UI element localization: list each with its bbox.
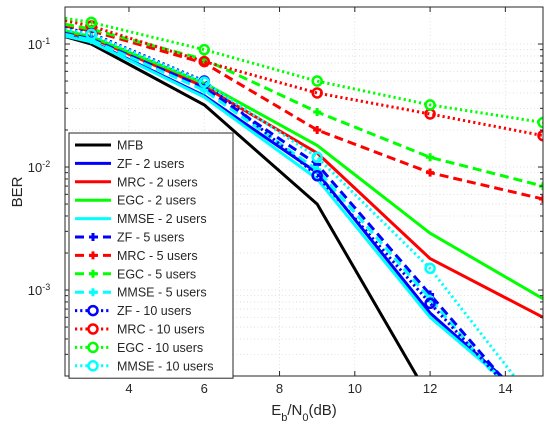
- legend-item: EGC - 10 users: [75, 341, 203, 355]
- data-point: [539, 421, 547, 429]
- legend-label: ZF - 2 users: [117, 157, 184, 171]
- data-point: [313, 108, 322, 117]
- legend: MFB ZF - 2 users MRC - 2 users EGC - 2 user…: [68, 132, 234, 379]
- series-4: [65, 34, 502, 376]
- data-point: [424, 297, 436, 310]
- legend-item: EGC - 2 users: [75, 194, 196, 208]
- legend-item: EGC - 5 users: [75, 267, 196, 281]
- legend-label: ZF - 5 users: [117, 231, 184, 245]
- legend-item: MRC - 2 users: [75, 175, 198, 189]
- data-point: [424, 99, 436, 111]
- x-axis-label-tail: (dB): [308, 402, 336, 419]
- plot-frame: [64, 6, 544, 377]
- legend-item: MMSE - 10 users: [75, 359, 214, 373]
- legend-item: ZF - 10 users: [75, 304, 191, 318]
- data-point: [311, 169, 323, 182]
- data-point: [424, 262, 436, 275]
- data-point: [311, 87, 323, 99]
- legend-item: ZF - 5 users: [75, 231, 184, 245]
- y-tick-label: 10-2: [28, 159, 50, 175]
- legend-label: EGC - 10 users: [117, 341, 203, 355]
- x-axis-label: Eb/N0(dB): [271, 402, 337, 424]
- data-point: [198, 43, 211, 56]
- series-12: [65, 27, 548, 418]
- legend-label: MMSE - 2 users: [117, 212, 207, 226]
- data-point: [537, 129, 543, 142]
- legend-item: MRC - 5 users: [75, 249, 198, 263]
- series-line: [65, 34, 502, 376]
- x-tick-label: 12: [423, 381, 437, 396]
- legend-item: MFB: [75, 139, 143, 153]
- legend-label: MRC - 10 users: [117, 323, 205, 337]
- legend-label: ZF - 10 users: [117, 304, 191, 318]
- y-tick-label: 10-1: [28, 36, 50, 52]
- data-point: [539, 409, 548, 418]
- legend-label: EGC - 5 users: [117, 267, 196, 281]
- series-line: [65, 32, 498, 376]
- legend-label: MFB: [117, 139, 143, 153]
- data-point: [85, 16, 98, 29]
- series-0: [65, 35, 419, 376]
- data-point: [311, 151, 323, 164]
- data-point: [539, 420, 548, 429]
- series-layer: [65, 16, 548, 429]
- legend-label: MMSE - 5 users: [117, 286, 207, 300]
- legend-marker: [87, 360, 99, 372]
- legend-marker: [89, 288, 97, 297]
- series-line: [65, 35, 419, 376]
- x-axis-label-base: E: [271, 402, 281, 419]
- data-point: [85, 28, 98, 41]
- x-axis-label-sub2: 0: [302, 412, 308, 424]
- data-point: [198, 76, 211, 88]
- legend-label: MRC - 2 users: [117, 175, 198, 189]
- x-tick-label: 6: [201, 381, 208, 396]
- data-point: [198, 55, 211, 68]
- data-point: [426, 153, 435, 162]
- x-axis-label-sub1: b: [281, 412, 287, 424]
- legend-marker: [89, 251, 97, 260]
- legend-label: EGC - 2 users: [117, 194, 196, 208]
- data-point: [426, 168, 435, 177]
- y-tick-label: 10-3: [28, 282, 50, 298]
- legend-item: MRC - 10 users: [75, 323, 205, 337]
- x-tick-label: 14: [498, 381, 512, 396]
- y-axis-label: BER: [9, 176, 26, 207]
- data-point: [539, 194, 543, 203]
- legend-marker: [87, 323, 99, 335]
- x-tick-label: 4: [125, 381, 132, 396]
- data-point: [537, 116, 543, 129]
- axis-ticks: 4 6 8 10 12 14 10-3 10-2 10-1: [28, 6, 543, 396]
- legend-item: MMSE - 2 users: [75, 212, 207, 226]
- x-tick-label: 10: [348, 381, 362, 396]
- x-axis-label-mid: /N: [287, 402, 302, 419]
- legend-marker: [87, 341, 99, 354]
- legend-item: MMSE - 5 users: [75, 286, 207, 300]
- legend-marker: [87, 304, 99, 317]
- series-11: [65, 16, 543, 129]
- legend-label: MRC - 5 users: [117, 249, 198, 263]
- x-tick-label: 8: [276, 381, 283, 396]
- legend-marker: [89, 233, 97, 241]
- legend-item: ZF - 2 users: [75, 157, 184, 171]
- legend-marker: [89, 269, 97, 278]
- data-point: [311, 75, 323, 87]
- data-point: [313, 126, 322, 134]
- legend-label: MMSE - 10 users: [117, 359, 214, 373]
